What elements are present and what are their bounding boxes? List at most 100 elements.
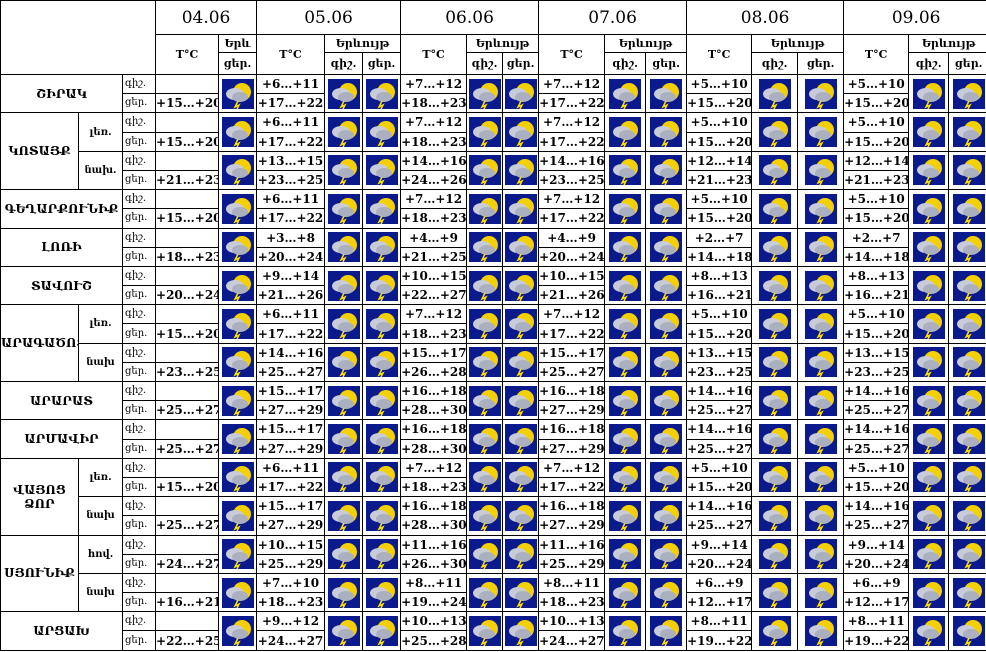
icon-cell — [218, 457, 258, 498]
temp-cell: +9…+14 — [843, 534, 910, 555]
icon-cell — [466, 112, 504, 152]
weather-icon — [912, 232, 945, 263]
weather-icon — [327, 539, 360, 570]
icon-cell — [751, 227, 799, 267]
temp-cell: +7…+10 — [256, 572, 326, 594]
weather-icon — [221, 232, 254, 263]
temp-cell: +10…+15 — [400, 265, 468, 287]
night-label: գիշ. — [121, 572, 157, 594]
weather-icon — [650, 462, 683, 493]
weather-icon — [804, 462, 837, 493]
weather-icon — [609, 539, 642, 570]
temp-cell: +7…+12 — [400, 457, 468, 478]
weather-icon — [221, 193, 254, 224]
icon-cell — [502, 304, 540, 344]
temp-cell: +12…+14 — [686, 150, 753, 171]
temp-cell: +26…+28 — [400, 361, 468, 383]
weather-icon — [758, 155, 791, 186]
weather-icon — [327, 232, 360, 263]
weather-icon — [912, 615, 945, 646]
icon-cell — [908, 572, 950, 613]
temp-cell: +15…+20 — [155, 323, 220, 344]
region-name: ԼՈՌԻ — [0, 227, 123, 267]
temp-cell: +27…+29 — [538, 400, 606, 421]
temp-cell: +8…+11 — [686, 611, 753, 632]
temp-cell: +22…+27 — [400, 285, 468, 306]
icon-cell — [645, 73, 688, 114]
weather-icon — [804, 347, 837, 378]
data-row: ցեր. +24…+27 +25…+29 +26…+30 +25…+29 +20…+24 +… — [1, 553, 986, 574]
temp-cell: +25…+27 — [686, 438, 753, 459]
temp-cell: +10…+13 — [538, 611, 606, 632]
sub-region: հով. — [78, 534, 123, 574]
temp-cell — [155, 73, 220, 95]
temp-header: T°C — [400, 34, 468, 75]
weather-icon — [758, 193, 791, 224]
icon-cell — [218, 304, 258, 344]
icon-cell — [797, 534, 845, 574]
temp-cell: +17…+22 — [256, 208, 326, 229]
temp-cell: +24…+26 — [400, 169, 468, 191]
temp-cell: +6…+11 — [256, 112, 326, 133]
temp-cell: +16…+18 — [400, 419, 468, 440]
temp-cell: +7…+12 — [538, 457, 606, 478]
icon-cell — [751, 457, 799, 498]
weather-icon — [912, 308, 945, 339]
icon-cell — [604, 419, 647, 459]
date: 09.06 — [843, 0, 986, 35]
temp-cell — [155, 572, 220, 594]
icon-cell — [751, 419, 799, 459]
temp-cell: +27…+29 — [538, 438, 606, 459]
icon-cell — [948, 73, 986, 114]
temp-cell: +17…+22 — [256, 93, 326, 114]
weather-icon — [221, 615, 254, 646]
icon-cell — [797, 265, 845, 306]
icon-cell — [908, 227, 950, 267]
temp-cell: +10…+15 — [538, 265, 606, 287]
data-row: ցեր. +15…+20 +17…+22 +18…+23 +17…+22 +15…+20 +… — [1, 323, 986, 344]
icon-cell — [948, 457, 986, 498]
weather-icon — [804, 539, 837, 570]
icon-cell — [466, 457, 504, 498]
temp-cell: +7…+12 — [538, 73, 606, 95]
weather-icon — [650, 117, 683, 148]
temp-cell: +15…+20 — [155, 93, 220, 114]
weather-icon — [952, 500, 985, 531]
weather-icon — [609, 500, 642, 531]
icon-cell — [948, 572, 986, 613]
temp-cell: +15…+20 — [155, 208, 220, 229]
day-header: ցեր. — [502, 52, 540, 75]
weather-icon — [365, 117, 398, 148]
weather-icon — [221, 539, 254, 570]
temp-cell: +6…+9 — [686, 572, 753, 594]
icon-cell — [604, 380, 647, 421]
icon-cell — [948, 380, 986, 421]
temp-cell: +5…+10 — [843, 189, 910, 210]
night-label: գիշ. — [121, 73, 157, 95]
weather-icon — [365, 232, 398, 263]
icon-cell — [797, 189, 845, 229]
icon-cell — [797, 304, 845, 344]
phenomena-header: Երևույթ — [466, 34, 540, 53]
temp-cell: +19…+22 — [686, 630, 753, 651]
icon-cell — [502, 189, 540, 229]
temp-cell: +20…+24 — [538, 246, 606, 267]
weather-icon — [327, 385, 360, 416]
temp-cell: +20…+24 — [256, 246, 326, 267]
temp-cell: +13…+15 — [843, 342, 910, 363]
weather-icon — [912, 385, 945, 416]
weather-icon — [609, 577, 642, 608]
temp-cell: +15…+20 — [686, 208, 753, 229]
weather-icon — [365, 155, 398, 186]
icon-cell — [502, 380, 540, 421]
day-label: ցեր. — [121, 476, 157, 498]
icon-cell — [751, 611, 799, 651]
night-label: գիշ. — [121, 611, 157, 632]
phenomena-header: Երևույթ — [908, 34, 986, 53]
day-header: ցեր. — [797, 52, 845, 75]
icon-cell — [645, 227, 688, 267]
icon-cell — [797, 227, 845, 267]
icon-cell — [362, 304, 402, 344]
temp-cell — [155, 265, 220, 287]
